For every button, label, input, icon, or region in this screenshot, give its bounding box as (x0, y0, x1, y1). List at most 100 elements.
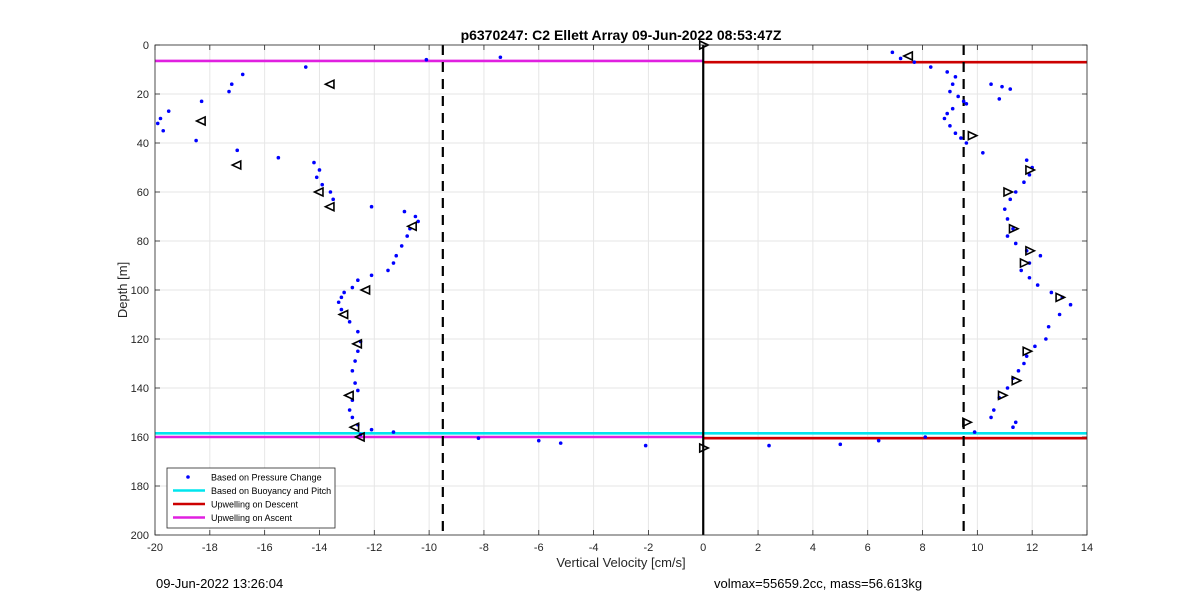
data-point (890, 50, 895, 55)
data-point (953, 131, 958, 135)
triangle-marker-left (359, 284, 371, 296)
data-point (953, 75, 958, 79)
data-point (948, 89, 952, 94)
data-point (353, 359, 357, 363)
data-point (476, 436, 481, 441)
x-tick-label: -16 (257, 542, 273, 554)
data-point (356, 388, 360, 393)
y-tick-label: 180 (131, 481, 149, 493)
data-point (956, 94, 960, 99)
data-point (964, 141, 969, 145)
data-point (350, 285, 355, 290)
data-point (350, 415, 355, 420)
triangle-marker-left (194, 115, 206, 127)
data-point (303, 65, 308, 69)
x-tick-label: -6 (534, 542, 544, 554)
chart-title: p6370247: C2 Ellett Array 09-Jun-2022 08… (461, 27, 782, 43)
x-axis-label: Vertical Velocity [cm/s] (556, 555, 685, 570)
x-tick-label: -20 (147, 542, 163, 554)
data-point (1011, 425, 1015, 430)
data-point (1024, 354, 1029, 358)
data-point (1027, 173, 1032, 177)
data-point (1013, 420, 1018, 425)
data-point (353, 381, 357, 385)
data-point (876, 438, 881, 443)
x-tick-label: 6 (865, 542, 871, 554)
data-point (386, 268, 390, 273)
data-point (643, 443, 648, 448)
legend-label: Based on Buoyancy and Pitch (211, 486, 331, 496)
legend: Based on Pressure Change Based on Buoyanc… (166, 467, 336, 529)
triangle-marker-right (698, 442, 711, 454)
data-point (923, 435, 928, 439)
data-point (391, 261, 396, 265)
data-point (229, 82, 234, 86)
legend-swatch-dot (186, 475, 190, 479)
triangle-marker-left (312, 186, 324, 198)
y-tick-label: 40 (137, 138, 149, 150)
data-point (158, 116, 163, 121)
data-point (194, 138, 198, 143)
x-tick-label: -14 (312, 542, 328, 554)
y-tick-label: 120 (131, 334, 149, 346)
data-point (1005, 217, 1010, 221)
x-tick-label: -18 (202, 542, 218, 554)
data-point (767, 443, 771, 448)
data-point (989, 415, 993, 420)
triangle-marker-left (350, 338, 363, 350)
data-point (413, 214, 418, 219)
data-point (328, 190, 333, 194)
triangle-marker-left (323, 78, 335, 90)
legend-label: Based on Pressure Change (211, 473, 322, 483)
x-tick-label: -10 (421, 542, 437, 554)
triangle-marker-right (1022, 345, 1034, 357)
data-point (498, 55, 503, 60)
data-point (1046, 324, 1051, 329)
data-point (1038, 253, 1043, 258)
data-point (950, 106, 955, 111)
data-point (1024, 158, 1029, 162)
data-point (1019, 268, 1024, 273)
y-tick-label: 0 (143, 40, 149, 52)
triangle-marker-right (962, 417, 974, 428)
triangle-marker-right (1025, 245, 1037, 257)
data-point (1013, 190, 1018, 194)
triangle-marker-left (348, 421, 360, 433)
data-point (945, 111, 949, 116)
data-point (227, 89, 231, 94)
data-point (399, 244, 404, 248)
data-point (1016, 369, 1021, 373)
triangle-marker-left (353, 431, 365, 443)
data-point (912, 60, 917, 64)
data-marks (155, 39, 1073, 454)
data-point (369, 273, 374, 278)
data-point (1000, 84, 1004, 89)
triangle-marker-right (1019, 257, 1031, 269)
data-point (964, 102, 969, 106)
triangle-marker-left (342, 390, 354, 401)
data-point (369, 427, 374, 432)
y-tick-label: 200 (131, 530, 149, 542)
y-tick-label: 60 (137, 187, 149, 199)
x-tick-label: 4 (810, 542, 816, 554)
data-point (314, 175, 319, 180)
legend-label: Upwelling on Ascent (211, 513, 293, 523)
x-tick-label: -12 (366, 542, 382, 554)
reference-lines (155, 45, 1087, 535)
triangle-marker-left (230, 159, 242, 171)
data-point (391, 430, 396, 434)
data-point (989, 82, 993, 86)
triangle-marker-left (405, 221, 417, 232)
data-point (948, 124, 952, 128)
data-point (1005, 386, 1010, 390)
data-point (416, 219, 420, 224)
data-point (1068, 302, 1073, 307)
data-point (356, 349, 360, 354)
data-point (992, 408, 996, 412)
data-point (424, 57, 429, 62)
x-tick-label: -2 (644, 542, 654, 554)
triangle-marker-right (1055, 292, 1067, 303)
x-tick-label: -8 (479, 542, 489, 554)
x-tick-label: 12 (1026, 542, 1038, 554)
data-point (1011, 226, 1015, 231)
